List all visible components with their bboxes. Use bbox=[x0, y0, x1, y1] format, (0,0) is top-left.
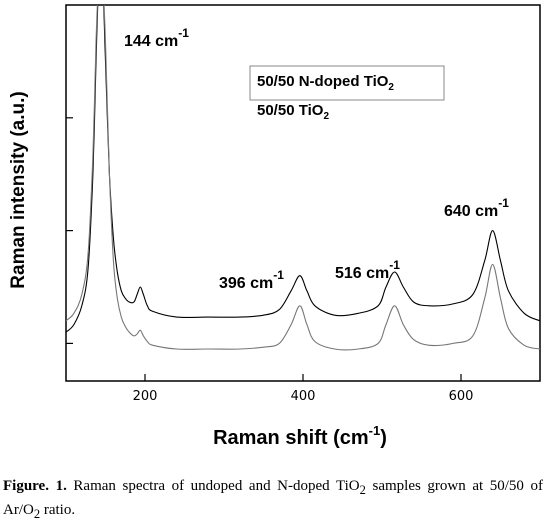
x-tick-label-400: 400 bbox=[291, 389, 316, 404]
figure-caption: Figure. 1. Raman spectra of undoped and … bbox=[3, 476, 543, 524]
peak-label-516: 516 cm-1 bbox=[335, 258, 400, 282]
caption-text-1: Raman spectra of undoped and N-doped TiO bbox=[66, 478, 360, 494]
series-line-n-doped bbox=[66, 5, 540, 333]
legend-entry-undoped: 50/50 TiO2 bbox=[257, 102, 329, 122]
legend-box bbox=[249, 65, 445, 101]
x-tick-label-600: 600 bbox=[449, 389, 474, 404]
peak-label-144: 144 cm-1 bbox=[124, 26, 189, 50]
caption-text-2: samples grown at 50/50 of Ar/O bbox=[3, 478, 544, 518]
series-layer bbox=[66, 5, 540, 351]
plot-frame bbox=[65, 4, 541, 382]
x-axis-title: Raman shift (cm-1) bbox=[213, 423, 387, 449]
y-axis-title: Raman intensity (a.u.) bbox=[8, 91, 29, 288]
caption-sub-1: 2 bbox=[359, 483, 366, 497]
peak-label-396: 396 cm-1 bbox=[219, 268, 284, 292]
legend-entry-n-doped: 50/50 N-doped TiO2 bbox=[257, 73, 394, 93]
raman-chart: 200 400 600 50/50 N-doped TiO2 50/50 TiO2 … bbox=[8, 4, 541, 449]
ticks-layer: 200 400 600 bbox=[66, 117, 474, 404]
legend: 50/50 N-doped TiO2 50/50 TiO2 bbox=[249, 65, 445, 122]
caption-text-3: ratio. bbox=[40, 502, 76, 518]
caption-sub-2: 2 bbox=[33, 507, 41, 521]
series-line-undoped bbox=[66, 5, 540, 351]
caption-label: Figure. 1. bbox=[3, 478, 67, 494]
peak-label-640: 640 cm-1 bbox=[444, 196, 509, 220]
x-tick-label-200: 200 bbox=[133, 389, 158, 404]
